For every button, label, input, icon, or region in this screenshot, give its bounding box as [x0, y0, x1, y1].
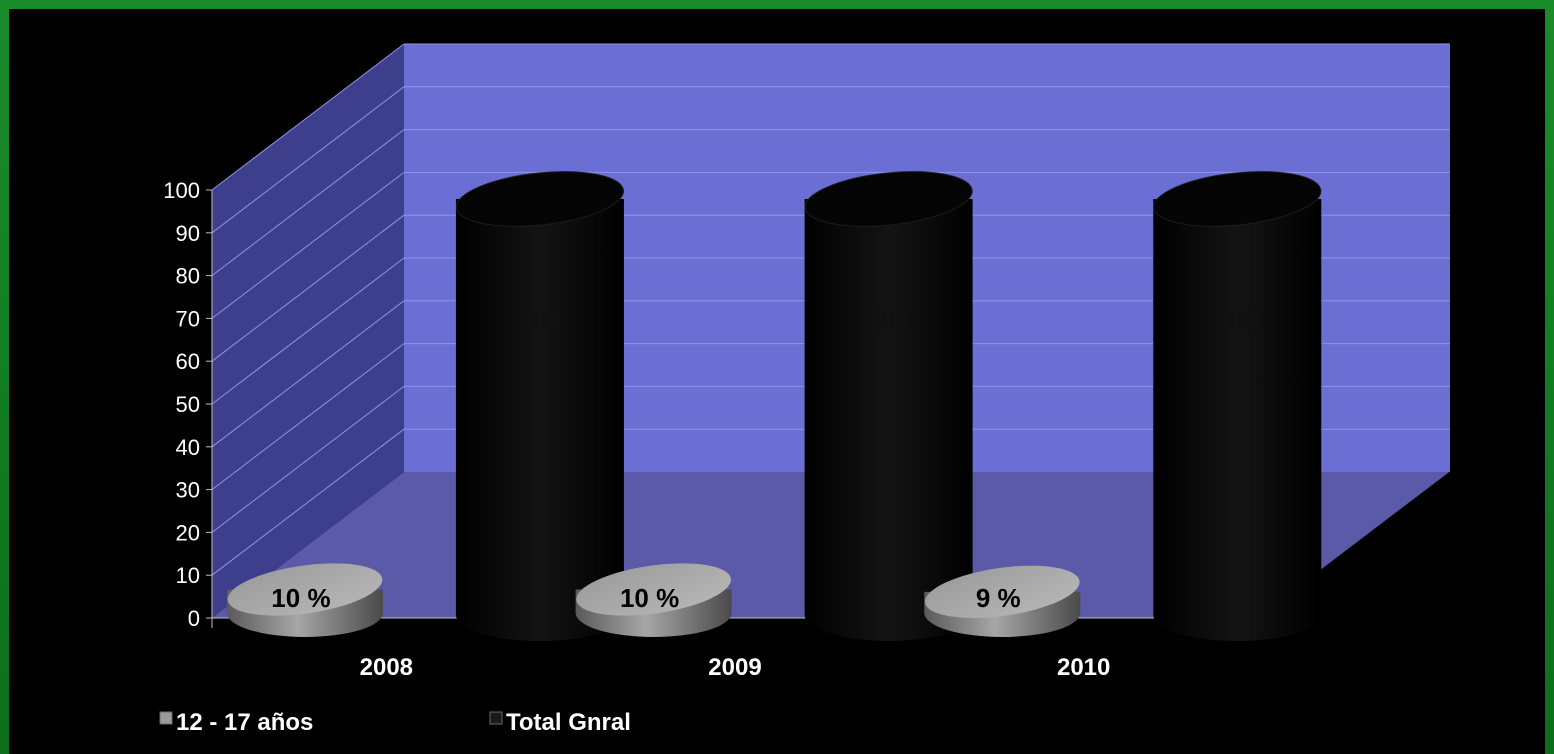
gridline-side [211, 129, 405, 276]
y-tick-label: 100 [163, 178, 200, 203]
y-tick-label: 30 [176, 478, 200, 503]
y-tick-label: 80 [176, 264, 200, 289]
y-tick-label: 20 [176, 520, 200, 545]
data-label: 9 % [976, 583, 1021, 613]
data-label-total: 100 [867, 305, 910, 335]
gridline-side [211, 86, 405, 234]
y-tick-label: 70 [176, 306, 200, 331]
legend-label: 12 - 17 años [176, 709, 313, 736]
y-tick-label: 0 [188, 606, 200, 631]
x-axis: 2008 2009 2010 [211, 617, 1259, 681]
bar-total-gnral-2009 [804, 199, 973, 641]
y-axis-ticks: 0 10 20 30 40 50 60 70 80 90 100 [163, 178, 213, 631]
data-label-total: 100 [1216, 305, 1259, 335]
bar-top-total-2010 [1153, 171, 1322, 227]
gridline-side [211, 257, 405, 405]
bar-top-12-17-2009 [576, 563, 731, 616]
y-tick-label: 50 [176, 392, 200, 417]
y-tick-label: 90 [176, 221, 200, 246]
y-tick-label: 10 [176, 563, 200, 588]
gridline-side [211, 343, 405, 490]
x-tick-label: 2008 [360, 654, 413, 681]
bar-top-12-17-2008 [227, 563, 383, 616]
bar-top-total-2008 [455, 171, 625, 227]
bar-top-12-17-2010 [924, 565, 1080, 618]
x-tick-label: 2009 [708, 654, 761, 681]
gridline-side [211, 386, 405, 533]
gridline-side [211, 428, 405, 576]
data-label: 10 % [620, 583, 679, 613]
legend-swatch [489, 711, 503, 725]
data-label-total: 100 [518, 305, 561, 335]
legend-label: Total Gnral [506, 709, 631, 736]
y-tick-label: 60 [176, 349, 200, 374]
legend: 12 - 17 años Total Gnral [159, 709, 631, 736]
bar-top-total-2009 [804, 171, 973, 227]
data-label: 10 % [271, 583, 330, 613]
gridline-side [211, 43, 405, 191]
gridline-side [211, 172, 405, 319]
gridline-side [211, 300, 405, 448]
legend-swatch [159, 711, 173, 725]
x-tick-label: 2010 [1057, 654, 1110, 681]
y-tick-label: 40 [176, 435, 200, 460]
bars: 10 % 100 10 % 100 9 % 100 [226, 171, 1322, 641]
gridline-side [211, 214, 405, 362]
bar-total-gnral-2010 [1153, 199, 1322, 641]
bar-total-gnral-2008 [455, 199, 624, 641]
